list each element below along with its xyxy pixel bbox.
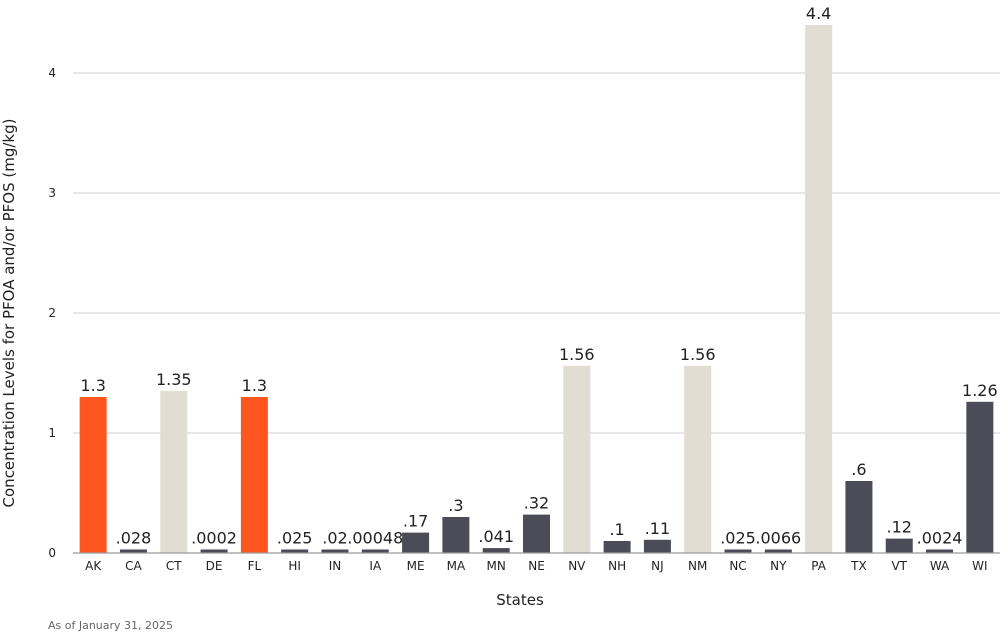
- x-tick-label: IN: [329, 559, 342, 573]
- data-label: 1.3: [242, 376, 267, 395]
- bar: [805, 25, 833, 553]
- bar: [482, 548, 510, 553]
- bar: [885, 538, 913, 553]
- y-axis-title: Concentration Levels for PFOA and/or PFO…: [0, 119, 18, 508]
- data-label: 1.3: [80, 376, 105, 395]
- bar: [926, 549, 954, 553]
- bar: [845, 481, 873, 553]
- x-tick-label: NE: [528, 559, 545, 573]
- bar: [321, 549, 349, 553]
- data-label: .025: [720, 529, 756, 548]
- data-label: .3: [448, 496, 463, 515]
- bar: [442, 517, 470, 553]
- y-tick-label: 0: [48, 546, 56, 560]
- bar: [240, 397, 268, 553]
- bar: [361, 549, 389, 553]
- bar: [603, 541, 631, 553]
- bar: [160, 391, 188, 553]
- x-tick-label: PA: [811, 559, 826, 573]
- data-label: .6: [851, 460, 866, 479]
- x-tick-label: MA: [447, 559, 466, 573]
- x-tick-label: WI: [972, 559, 987, 573]
- bar: [764, 549, 792, 553]
- data-label: .1: [609, 520, 624, 539]
- data-label: 1.56: [559, 345, 595, 364]
- y-tick-label: 2: [48, 306, 56, 320]
- x-tick-label: CT: [166, 559, 182, 573]
- gridlines: [73, 72, 1000, 434]
- data-label: .025: [277, 529, 313, 548]
- y-axis-ticks: 0 1 2 3 4: [48, 66, 56, 560]
- data-label: .11: [645, 519, 670, 538]
- data-label: .028: [116, 529, 152, 548]
- x-axis-ticks: AK CA CT DE FL HI IN IA ME MA MN NE NV NH NJ NM NC NY PA TX…: [85, 559, 987, 573]
- x-tick-label: TX: [850, 559, 867, 573]
- data-label: 1.26: [962, 381, 998, 400]
- x-tick-label: NJ: [651, 559, 664, 573]
- x-tick-label: FL: [248, 559, 262, 573]
- data-label: .17: [403, 512, 428, 531]
- data-label: .32: [524, 494, 549, 513]
- x-tick-label: VT: [891, 559, 907, 573]
- x-tick-label: NM: [688, 559, 707, 573]
- x-axis-title: States: [496, 591, 544, 609]
- x-tick-label: HI: [288, 559, 301, 573]
- bar: [79, 397, 107, 553]
- data-label: .0002: [191, 529, 237, 548]
- x-tick-label: CA: [125, 559, 142, 573]
- x-tick-label: IA: [369, 559, 382, 573]
- bar: [643, 539, 671, 553]
- bar: [724, 549, 752, 553]
- bar: [966, 401, 994, 553]
- data-label: 1.56: [680, 345, 716, 364]
- data-label: 4.4: [806, 4, 831, 23]
- x-tick-label: ME: [407, 559, 425, 573]
- x-tick-label: WA: [930, 559, 950, 573]
- data-label: .0066: [755, 529, 801, 548]
- x-tick-label: NC: [729, 559, 746, 573]
- data-label: .0024: [917, 529, 963, 548]
- bar: [523, 514, 550, 553]
- data-label: .041: [478, 527, 514, 546]
- data-label: .00048: [347, 529, 403, 548]
- bar: [563, 365, 591, 553]
- bar: [281, 549, 309, 553]
- x-tick-label: AK: [85, 559, 102, 573]
- y-tick-label: 1: [48, 426, 56, 440]
- data-label: .12: [887, 518, 912, 537]
- bar: [684, 365, 712, 553]
- bar: [402, 532, 430, 553]
- x-tick-label: NH: [608, 559, 626, 573]
- y-tick-label: 3: [48, 186, 56, 200]
- bars: [79, 25, 994, 553]
- x-tick-label: DE: [206, 559, 223, 573]
- data-label: 1.35: [156, 370, 192, 389]
- x-tick-label: NV: [568, 559, 586, 573]
- footnote: As of January 31, 2025: [48, 619, 174, 632]
- x-tick-label: MN: [487, 559, 506, 573]
- bar: [119, 549, 147, 553]
- data-labels: 1.3 .028 1.35 .0002 1.3 .025 .02.00048.17 .3 .04…: [80, 4, 997, 548]
- x-tick-label: NY: [770, 559, 787, 573]
- y-tick-label: 4: [48, 66, 56, 80]
- bar: [200, 549, 228, 553]
- data-label: .02: [322, 529, 347, 548]
